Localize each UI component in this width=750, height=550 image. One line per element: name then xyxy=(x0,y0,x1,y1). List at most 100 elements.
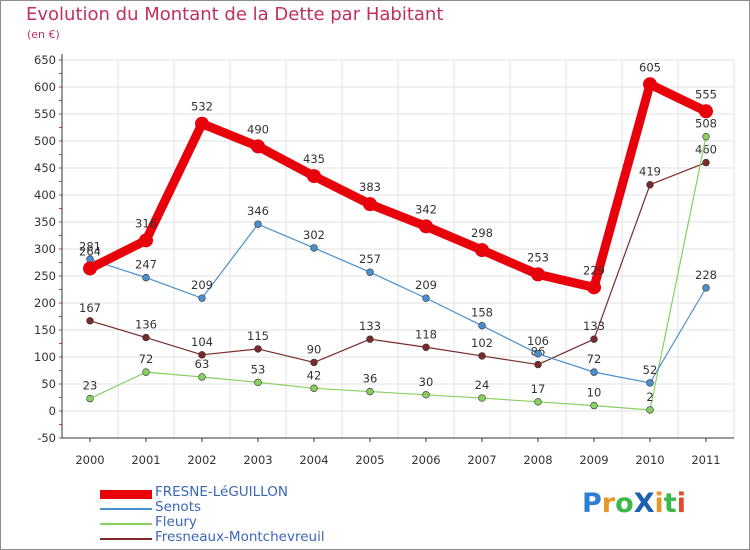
data-label: 264 xyxy=(79,244,101,258)
x-tick-label: 2001 xyxy=(131,453,160,467)
y-tick-label: 400 xyxy=(34,188,56,202)
y-tick-label: 250 xyxy=(34,269,56,283)
data-point xyxy=(310,384,318,393)
data-point xyxy=(646,379,654,387)
legend-swatch-fleury xyxy=(100,523,152,525)
data-point xyxy=(254,220,262,228)
data-label: 460 xyxy=(695,143,717,157)
data-label: 435 xyxy=(303,152,325,166)
data-point xyxy=(254,345,262,353)
data-label: 209 xyxy=(191,278,213,292)
data-point xyxy=(142,273,150,282)
data-label: 490 xyxy=(247,122,269,136)
data-label: 508 xyxy=(695,117,717,131)
data-point xyxy=(198,294,206,302)
logo-letter: X xyxy=(633,488,655,519)
y-tick-label: 300 xyxy=(34,242,56,256)
logo-letter: r xyxy=(601,488,616,519)
logo-letter: i xyxy=(654,488,664,519)
legend-swatch-fresneaux-montchevreuil xyxy=(100,538,152,540)
x-tick-label: 2007 xyxy=(467,453,496,467)
data-label: 247 xyxy=(135,258,157,272)
y-tick-label: 600 xyxy=(34,80,56,94)
data-point xyxy=(702,132,710,141)
data-label: 52 xyxy=(643,363,658,377)
data-label: 115 xyxy=(247,329,269,343)
proxiti-logo: ProXiti xyxy=(582,488,686,519)
y-tick-label: 100 xyxy=(34,350,56,364)
legend-swatch-fresne-leguillon xyxy=(100,490,152,499)
data-label: 30 xyxy=(419,375,434,389)
x-tick-label: 2004 xyxy=(299,453,328,467)
data-point xyxy=(366,387,374,396)
data-label: 106 xyxy=(527,334,549,348)
y-tick-label: 150 xyxy=(34,323,56,337)
data-label: 302 xyxy=(303,228,325,242)
data-point xyxy=(478,321,486,330)
data-point xyxy=(366,335,374,343)
data-label: 118 xyxy=(415,327,437,341)
data-point xyxy=(254,378,262,387)
series-line xyxy=(89,136,707,411)
data-point xyxy=(422,343,430,351)
data-point xyxy=(478,394,486,402)
y-tick-label: 50 xyxy=(41,377,56,391)
data-point xyxy=(139,233,153,248)
data-label: 42 xyxy=(307,368,322,382)
data-point xyxy=(142,368,150,376)
x-tick-label: 2011 xyxy=(691,453,720,467)
data-point xyxy=(195,116,209,131)
data-label: 383 xyxy=(359,180,381,194)
logo-letter: t xyxy=(663,488,677,519)
x-tick-label: 2000 xyxy=(75,453,104,467)
logo-letter: i xyxy=(676,488,686,519)
data-label: 167 xyxy=(79,301,101,315)
data-point xyxy=(590,335,598,343)
data-point xyxy=(363,197,377,212)
x-tick-label: 2006 xyxy=(411,453,440,467)
data-label: 346 xyxy=(247,204,269,218)
data-label: 90 xyxy=(307,342,322,356)
data-point xyxy=(422,391,430,399)
chart-title: Evolution du Montant de la Dette par Hab… xyxy=(26,4,444,25)
data-point xyxy=(699,104,713,119)
logo-letter: o xyxy=(615,488,634,519)
legend-label-fleury: Fleury xyxy=(155,514,197,530)
data-point xyxy=(310,358,318,367)
data-label: 104 xyxy=(191,335,213,349)
data-label: 342 xyxy=(415,202,437,216)
data-label: 316 xyxy=(135,216,157,230)
x-tick-label: 2005 xyxy=(355,453,384,467)
data-point xyxy=(142,333,150,342)
x-tick-label: 2008 xyxy=(523,453,552,467)
data-point xyxy=(643,77,657,92)
data-point xyxy=(422,294,430,302)
data-point xyxy=(531,267,545,282)
data-point xyxy=(534,398,542,406)
data-point xyxy=(590,368,598,376)
y-tick-label: 200 xyxy=(34,296,56,310)
legend-label-senots: Senots xyxy=(155,499,202,515)
data-point xyxy=(646,181,654,189)
data-point xyxy=(534,350,542,358)
data-point xyxy=(534,360,542,369)
data-label: 102 xyxy=(471,336,493,350)
data-point xyxy=(646,406,654,414)
data-label: 72 xyxy=(587,352,602,366)
data-label: 133 xyxy=(359,319,381,333)
y-axis-unit: (en €) xyxy=(27,28,60,41)
data-label: 228 xyxy=(695,268,717,282)
data-label: 24 xyxy=(475,378,490,392)
data-label: 133 xyxy=(583,319,605,333)
legend-label-fresne-leguillon: FRESNE-LéGUILLON xyxy=(155,484,288,500)
data-label: 72 xyxy=(139,352,154,366)
data-label: 36 xyxy=(363,372,378,386)
y-tick-label: 450 xyxy=(34,161,56,175)
legend-swatch-senots xyxy=(100,508,152,510)
x-tick-label: 2002 xyxy=(187,453,216,467)
data-point xyxy=(307,169,321,184)
series-line xyxy=(89,162,707,366)
data-label: 158 xyxy=(471,306,493,320)
data-label: 281 xyxy=(79,239,101,253)
